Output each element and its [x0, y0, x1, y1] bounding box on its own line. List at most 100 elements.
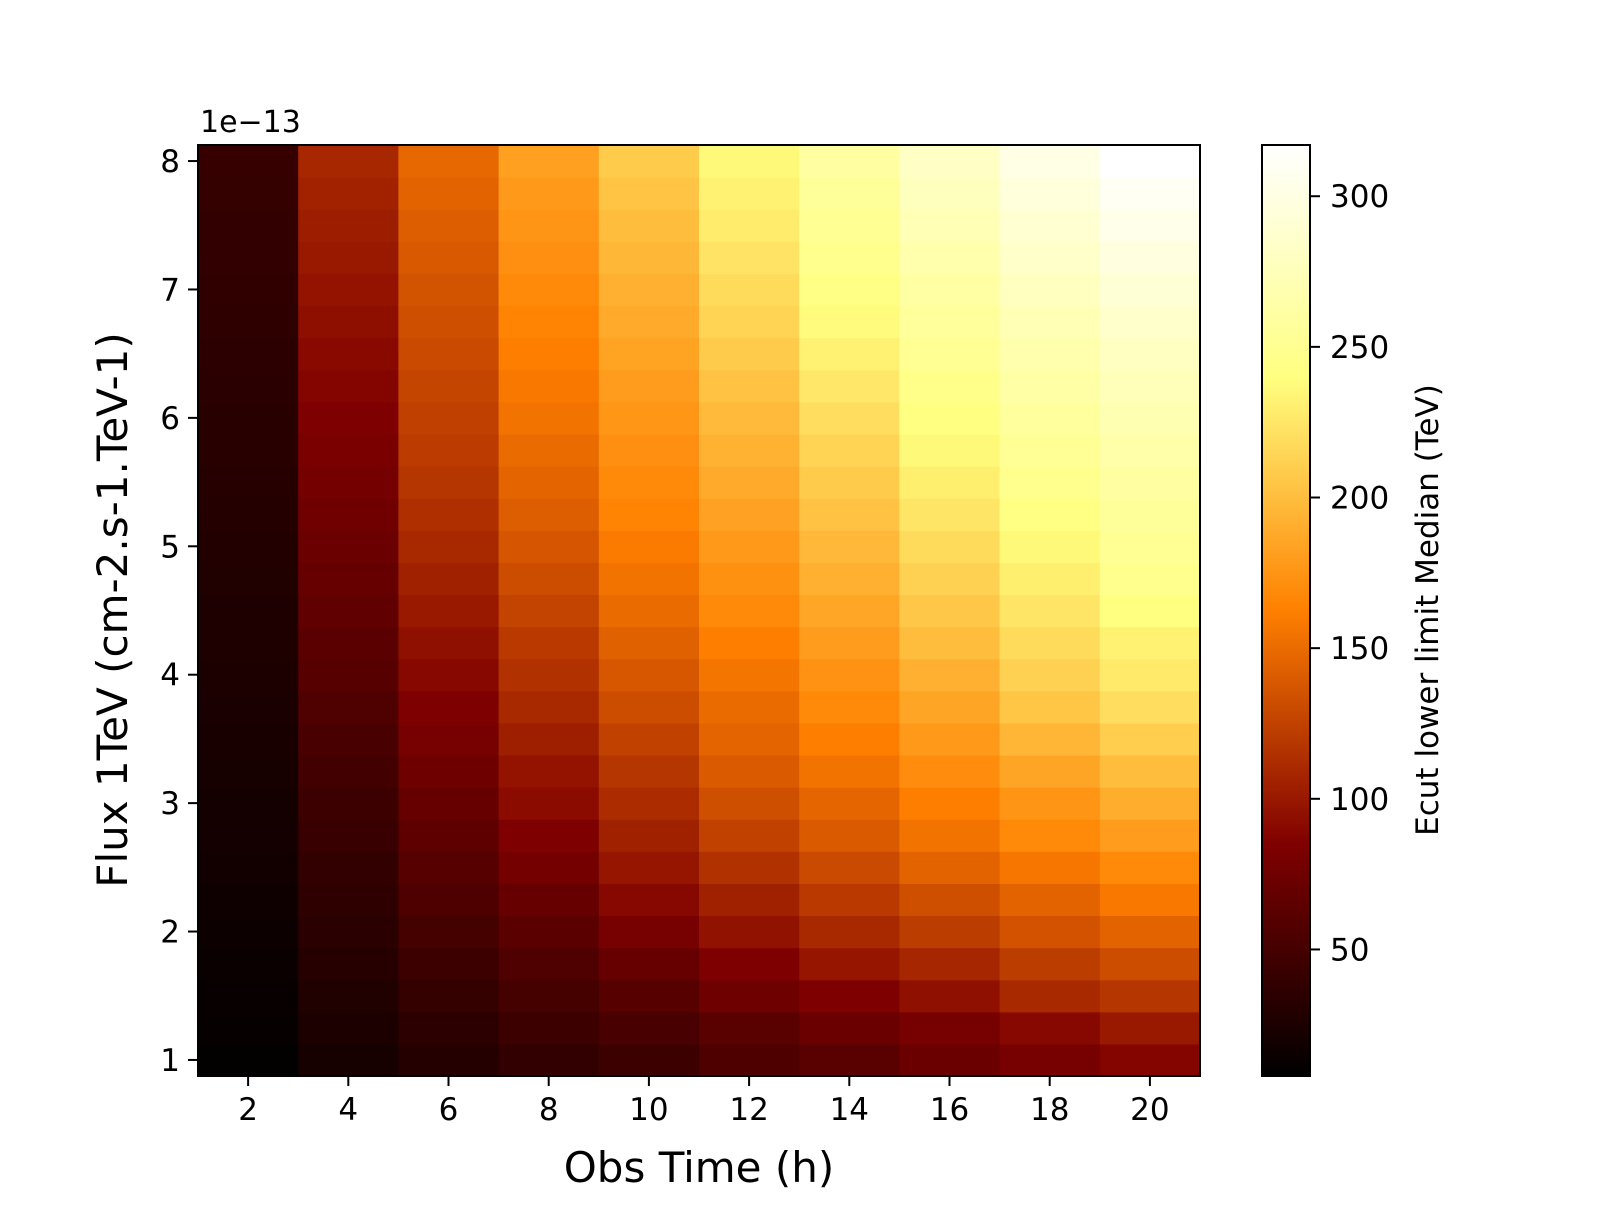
heatmap-cell [999, 273, 1101, 307]
heatmap-cell [999, 690, 1101, 724]
heatmap-cell [799, 1043, 900, 1077]
heatmap-cell [799, 433, 900, 467]
x-tick-label: 18 [1030, 1092, 1069, 1128]
heatmap-cell [198, 626, 299, 660]
heatmap-cell [298, 177, 399, 210]
heatmap-cell [999, 177, 1101, 210]
y-tick-label: 5 [160, 529, 180, 565]
heatmap-cell [498, 658, 600, 692]
heatmap-cell [398, 690, 500, 724]
heatmap-cell [598, 273, 700, 307]
heatmap-cell [699, 626, 800, 660]
heatmap-cell [799, 241, 900, 275]
heatmap-cell [598, 883, 700, 917]
heatmap-cell [298, 626, 399, 660]
heatmap-cell [1099, 690, 1201, 724]
heatmap-cell [398, 819, 500, 852]
heatmap-cell [498, 915, 600, 949]
heatmap-cell [1099, 337, 1201, 371]
x-axis: 2 4 6 8 10 12 14 16 18 20 [238, 1076, 1170, 1128]
heatmap-cell [899, 594, 1001, 628]
y-tick-label: 1 [160, 1043, 180, 1079]
heatmap-cell [699, 305, 800, 339]
heatmap-cell [799, 177, 900, 210]
heatmap-cell [899, 883, 1001, 917]
heatmap-cell [1099, 1043, 1201, 1077]
heatmap-cell [799, 690, 900, 724]
heatmap-cell [799, 787, 900, 820]
heatmap-cell [198, 209, 299, 242]
heatmap-cell [498, 979, 600, 1013]
heatmap-cell [1099, 305, 1201, 339]
heatmap-cell [699, 177, 800, 210]
heatmap-cell [799, 562, 900, 596]
heatmap-cell [598, 401, 700, 435]
heatmap-cell [799, 530, 900, 563]
heatmap-cell [498, 401, 600, 435]
heatmap-cell [999, 851, 1101, 884]
heatmap-cell [999, 947, 1101, 981]
heatmap-cell [999, 1043, 1101, 1077]
heatmap-cell [598, 690, 700, 724]
heatmap-cell [1099, 626, 1201, 660]
heatmap-cell [899, 305, 1001, 339]
heatmap-cell [298, 530, 399, 563]
colorbar-axis: 50 100 150 200 250 300 [1310, 179, 1389, 968]
heatmap-cell [498, 851, 600, 884]
heatmap-cell [699, 241, 800, 275]
heatmap-cell [1099, 145, 1201, 178]
heatmap-cell [398, 915, 500, 949]
heatmap-cell [198, 530, 299, 563]
heatmap-cell [398, 369, 500, 403]
heatmap-cell [799, 1011, 900, 1045]
heatmap-cell [198, 369, 299, 403]
heatmap-cell [498, 466, 600, 499]
heatmap-cell [298, 658, 399, 692]
heatmap-cell [198, 690, 299, 724]
heatmap-cell [699, 947, 800, 981]
heatmap-cell [398, 145, 500, 178]
heatmap-cell [799, 819, 900, 852]
heatmap-cell [799, 305, 900, 339]
heatmap-cell [398, 530, 500, 563]
heatmap-cell [298, 915, 399, 949]
y-tick-label: 7 [160, 272, 180, 308]
heatmap-cell [198, 466, 299, 499]
heatmap-cell [598, 498, 700, 531]
heatmap-cell [598, 626, 700, 660]
heatmap-cell [1099, 979, 1201, 1013]
heatmap-cell [498, 145, 600, 178]
heatmap-cell [999, 658, 1101, 692]
heatmap-cell [999, 915, 1101, 949]
heatmap-cell [899, 690, 1001, 724]
heatmap-cell [198, 401, 299, 435]
heatmap-cell [198, 177, 299, 210]
colorbar-tick-label: 200 [1330, 481, 1389, 517]
heatmap-cell [899, 915, 1001, 949]
heatmap-cell [799, 851, 900, 884]
heatmap-cell [298, 337, 399, 371]
heatmap-cell [799, 722, 900, 756]
heatmap-cell [398, 273, 500, 307]
heatmap-cell [198, 433, 299, 467]
heatmap-cell [198, 145, 299, 178]
heatmap-cell [699, 498, 800, 531]
heatmap-cell [699, 466, 800, 499]
colorbar-tick-label: 100 [1330, 782, 1389, 818]
heatmap-cell [598, 754, 700, 788]
heatmap-cell [899, 177, 1001, 210]
heatmap-cell [1099, 754, 1201, 788]
heatmap-cell [899, 273, 1001, 307]
heatmap-cell [298, 369, 399, 403]
heatmap-cell [498, 209, 600, 242]
heatmap-cell [999, 722, 1101, 756]
heatmap-cell [398, 401, 500, 435]
heatmap-cell [1099, 722, 1201, 756]
heatmap-cell [899, 787, 1001, 820]
heatmap-cell [999, 466, 1101, 499]
x-tick-label: 4 [338, 1092, 358, 1128]
y-axis: 1 2 3 4 5 6 7 8 [160, 144, 198, 1079]
heatmap-cells [198, 145, 1201, 1077]
heatmap-cell [999, 1011, 1101, 1045]
